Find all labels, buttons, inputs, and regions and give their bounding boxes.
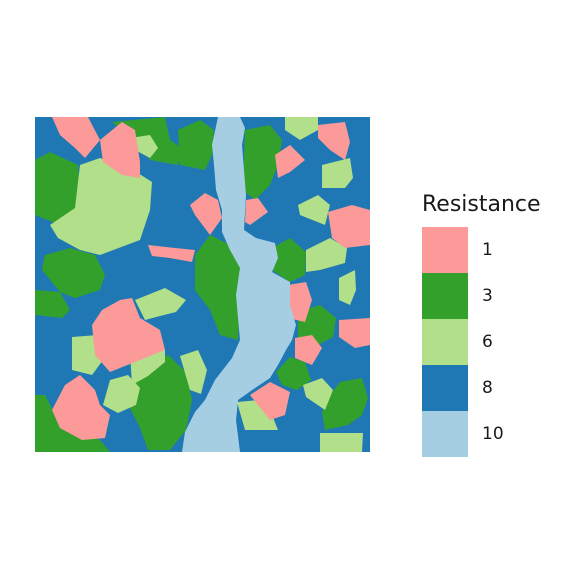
legend-label-8: 8 xyxy=(482,378,493,398)
resistance-map xyxy=(35,117,370,452)
legend-item-3: 3 xyxy=(422,273,572,319)
legend-title: Resistance xyxy=(422,192,541,217)
legend-label-1: 1 xyxy=(482,240,493,260)
legend-label-10: 10 xyxy=(482,424,504,444)
legend-label-6: 6 xyxy=(482,332,493,352)
legend-swatch-10 xyxy=(422,411,468,457)
legend-swatch-6 xyxy=(422,319,468,365)
legend-item-8: 8 xyxy=(422,365,572,411)
legend-items: 1 3 6 8 10 xyxy=(422,227,572,457)
resistance-10-river xyxy=(182,117,296,452)
resistance-map-svg xyxy=(35,117,370,452)
resistance-1-patches xyxy=(52,117,370,440)
legend-item-10: 10 xyxy=(422,411,572,457)
resistance-6-patches xyxy=(50,117,363,452)
legend-swatch-3 xyxy=(422,273,468,319)
legend-item-1: 1 xyxy=(422,227,572,273)
legend-item-6: 6 xyxy=(422,319,572,365)
legend-swatch-1 xyxy=(422,227,468,273)
legend: Resistance 1 3 6 8 10 xyxy=(422,190,572,457)
legend-swatch-8 xyxy=(422,365,468,411)
legend-label-3: 3 xyxy=(482,286,493,306)
